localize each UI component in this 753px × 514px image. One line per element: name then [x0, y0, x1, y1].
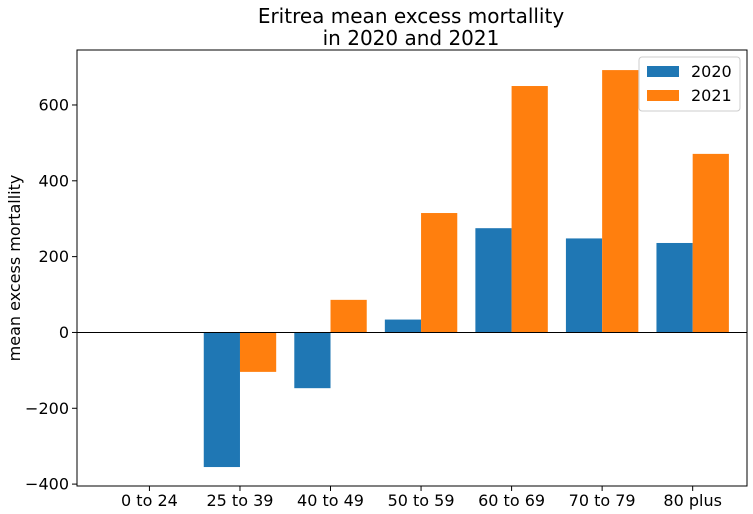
bar-2020-5 [565, 238, 603, 333]
bars-layer [203, 70, 729, 468]
bar-2021-4 [511, 86, 548, 333]
x-tick-label: 50 to 59 [388, 491, 455, 510]
legend-swatch-2021 [647, 90, 679, 101]
y-tick-label: −400 [25, 475, 69, 494]
x-tick-label: 0 to 24 [121, 491, 178, 510]
bar-2020-2 [294, 332, 331, 389]
bar-2020-6 [656, 242, 693, 333]
x-tick-label: 70 to 79 [569, 491, 636, 510]
x-tick-label: 25 to 39 [206, 491, 273, 510]
y-axis-label: mean excess mortallity [5, 175, 24, 362]
bar-2021-5 [602, 70, 639, 333]
y-tick-label: 600 [38, 95, 69, 114]
bar-2021-1 [239, 332, 277, 372]
x-tick-label: 80 plus [663, 491, 722, 510]
x-tick-label: 60 to 69 [478, 491, 545, 510]
y-tick-label: 200 [38, 247, 69, 266]
x-axis-ticks: 0 to 24 25 to 39 40 to 49 50 to 59 60 to 69 7… [121, 486, 722, 510]
bar-2020-3 [384, 319, 422, 333]
y-tick-label: 400 [38, 171, 69, 190]
plot-frame [76, 49, 748, 487]
bar-2020-1 [203, 332, 240, 468]
bar-2021-2 [330, 299, 367, 333]
y-tick-label: −200 [25, 399, 69, 418]
chart-title-line2: in 2020 and 2021 [323, 26, 500, 50]
bar-2020-4 [475, 228, 512, 333]
legend: 2020 2021 [638, 56, 741, 112]
legend-label-2020: 2020 [691, 62, 732, 81]
bar-2021-6 [692, 153, 729, 333]
y-tick-label: 0 [59, 323, 69, 342]
legend-label-2021: 2021 [691, 86, 732, 105]
legend-swatch-2020 [647, 66, 679, 77]
y-axis-ticks: −400 −200 0 200 400 600 [25, 95, 77, 494]
chart-title-line1: Eritrea mean excess mortallity [258, 4, 565, 28]
bar-2021-3 [421, 213, 458, 333]
x-tick-label: 40 to 49 [297, 491, 364, 510]
